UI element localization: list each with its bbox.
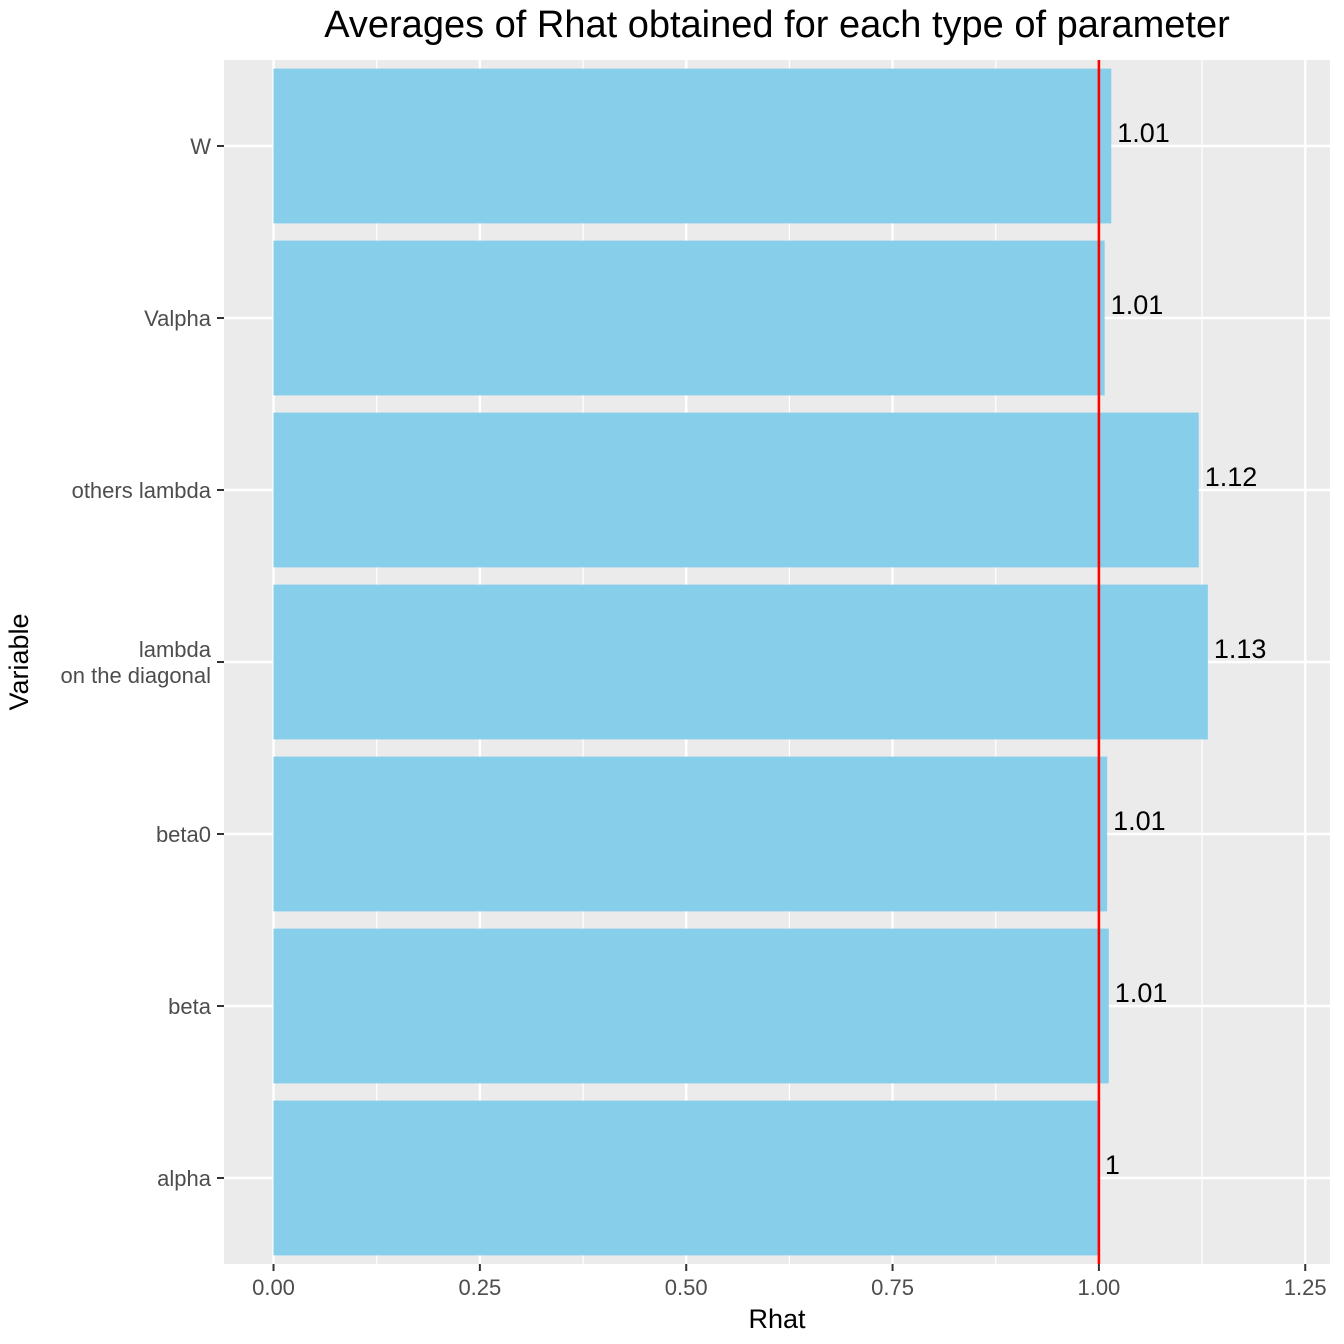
chart-title: Averages of Rhat obtained for each type …	[324, 4, 1230, 46]
y-tick-label: beta	[168, 994, 212, 1019]
bar	[273, 584, 1208, 740]
bar	[273, 928, 1109, 1084]
y-axis-title: Variable	[4, 613, 34, 710]
data-label: 1.01	[1111, 290, 1164, 320]
data-label: 1.01	[1117, 118, 1170, 148]
y-tick-label: beta0	[156, 822, 211, 847]
data-label: 1.01	[1115, 978, 1168, 1008]
x-tick-label: 0.00	[252, 1275, 295, 1300]
bars	[273, 68, 1208, 1256]
x-axis-title: Rhat	[748, 1304, 806, 1334]
bar	[273, 412, 1199, 568]
x-tick-label: 0.25	[458, 1275, 501, 1300]
y-tick-label: lambda on the diagonal	[61, 637, 212, 688]
data-label: 1.12	[1205, 462, 1258, 492]
data-label: 1.13	[1214, 634, 1267, 664]
bar	[273, 240, 1105, 396]
y-tick-label: alpha	[157, 1166, 212, 1191]
axes: 0.00 0.25 0.50 0.75 1.00 1.25 alpha beta beta0 la…	[61, 134, 1327, 1300]
x-tick-label: 0.50	[665, 1275, 708, 1300]
bar	[273, 756, 1108, 912]
data-label: 1.01	[1113, 806, 1166, 836]
x-tick-label: 1.25	[1284, 1275, 1327, 1300]
bar	[273, 68, 1112, 224]
x-tick-label: 0.75	[871, 1275, 914, 1300]
data-labels: 1 1.01 1.01 1.13 1.12 1.01 1.01	[1105, 118, 1267, 1180]
bar	[273, 1100, 1099, 1256]
data-label: 1	[1105, 1150, 1120, 1180]
y-tick-label: Valpha	[144, 306, 212, 331]
y-tick-label: others lambda	[72, 478, 212, 503]
y-tick-label: W	[190, 134, 211, 159]
x-tick-label: 1.00	[1077, 1275, 1120, 1300]
